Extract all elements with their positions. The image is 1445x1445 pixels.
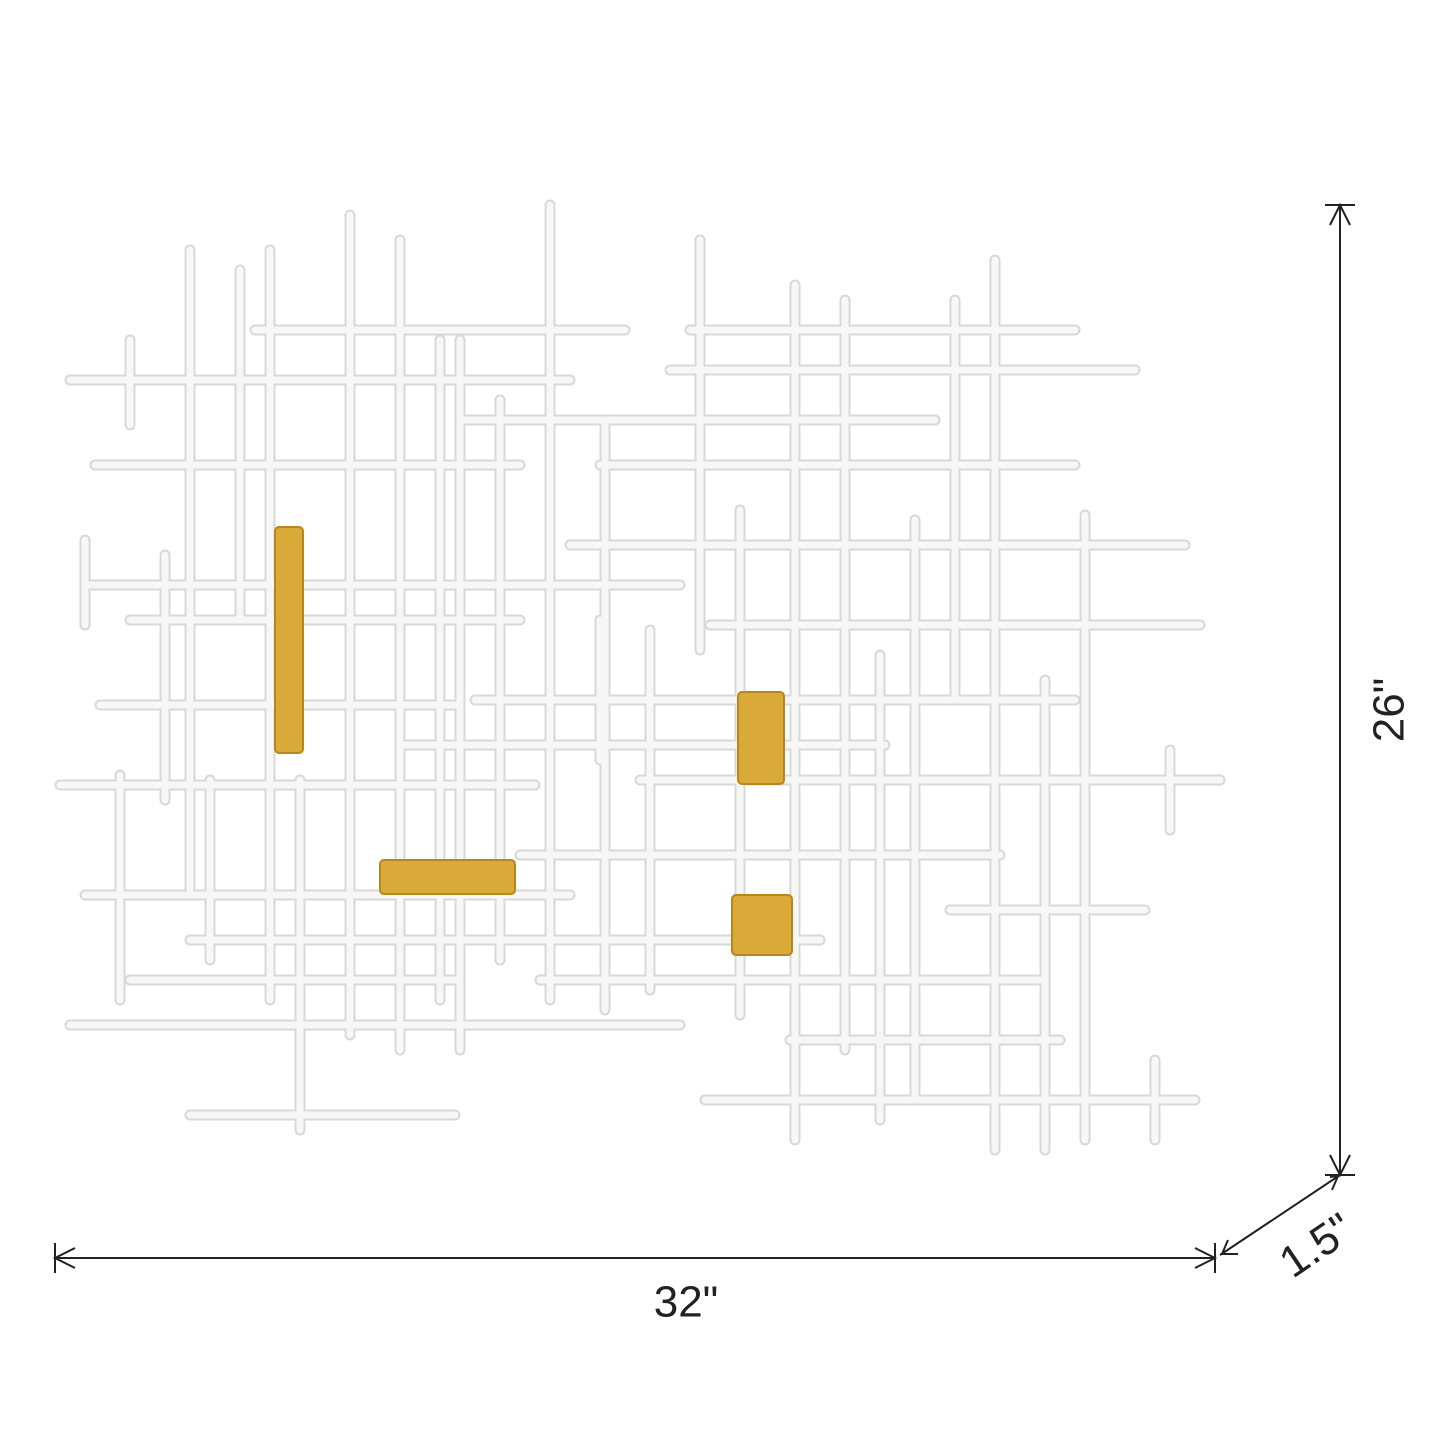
dimension-lines [52,202,1355,1273]
gold-accents [274,526,793,956]
width-label: 32" [654,1278,719,1327]
depth-label: 1.5" [1271,1204,1362,1288]
height-label: 26" [1365,678,1414,743]
wall-art [60,205,1220,1150]
